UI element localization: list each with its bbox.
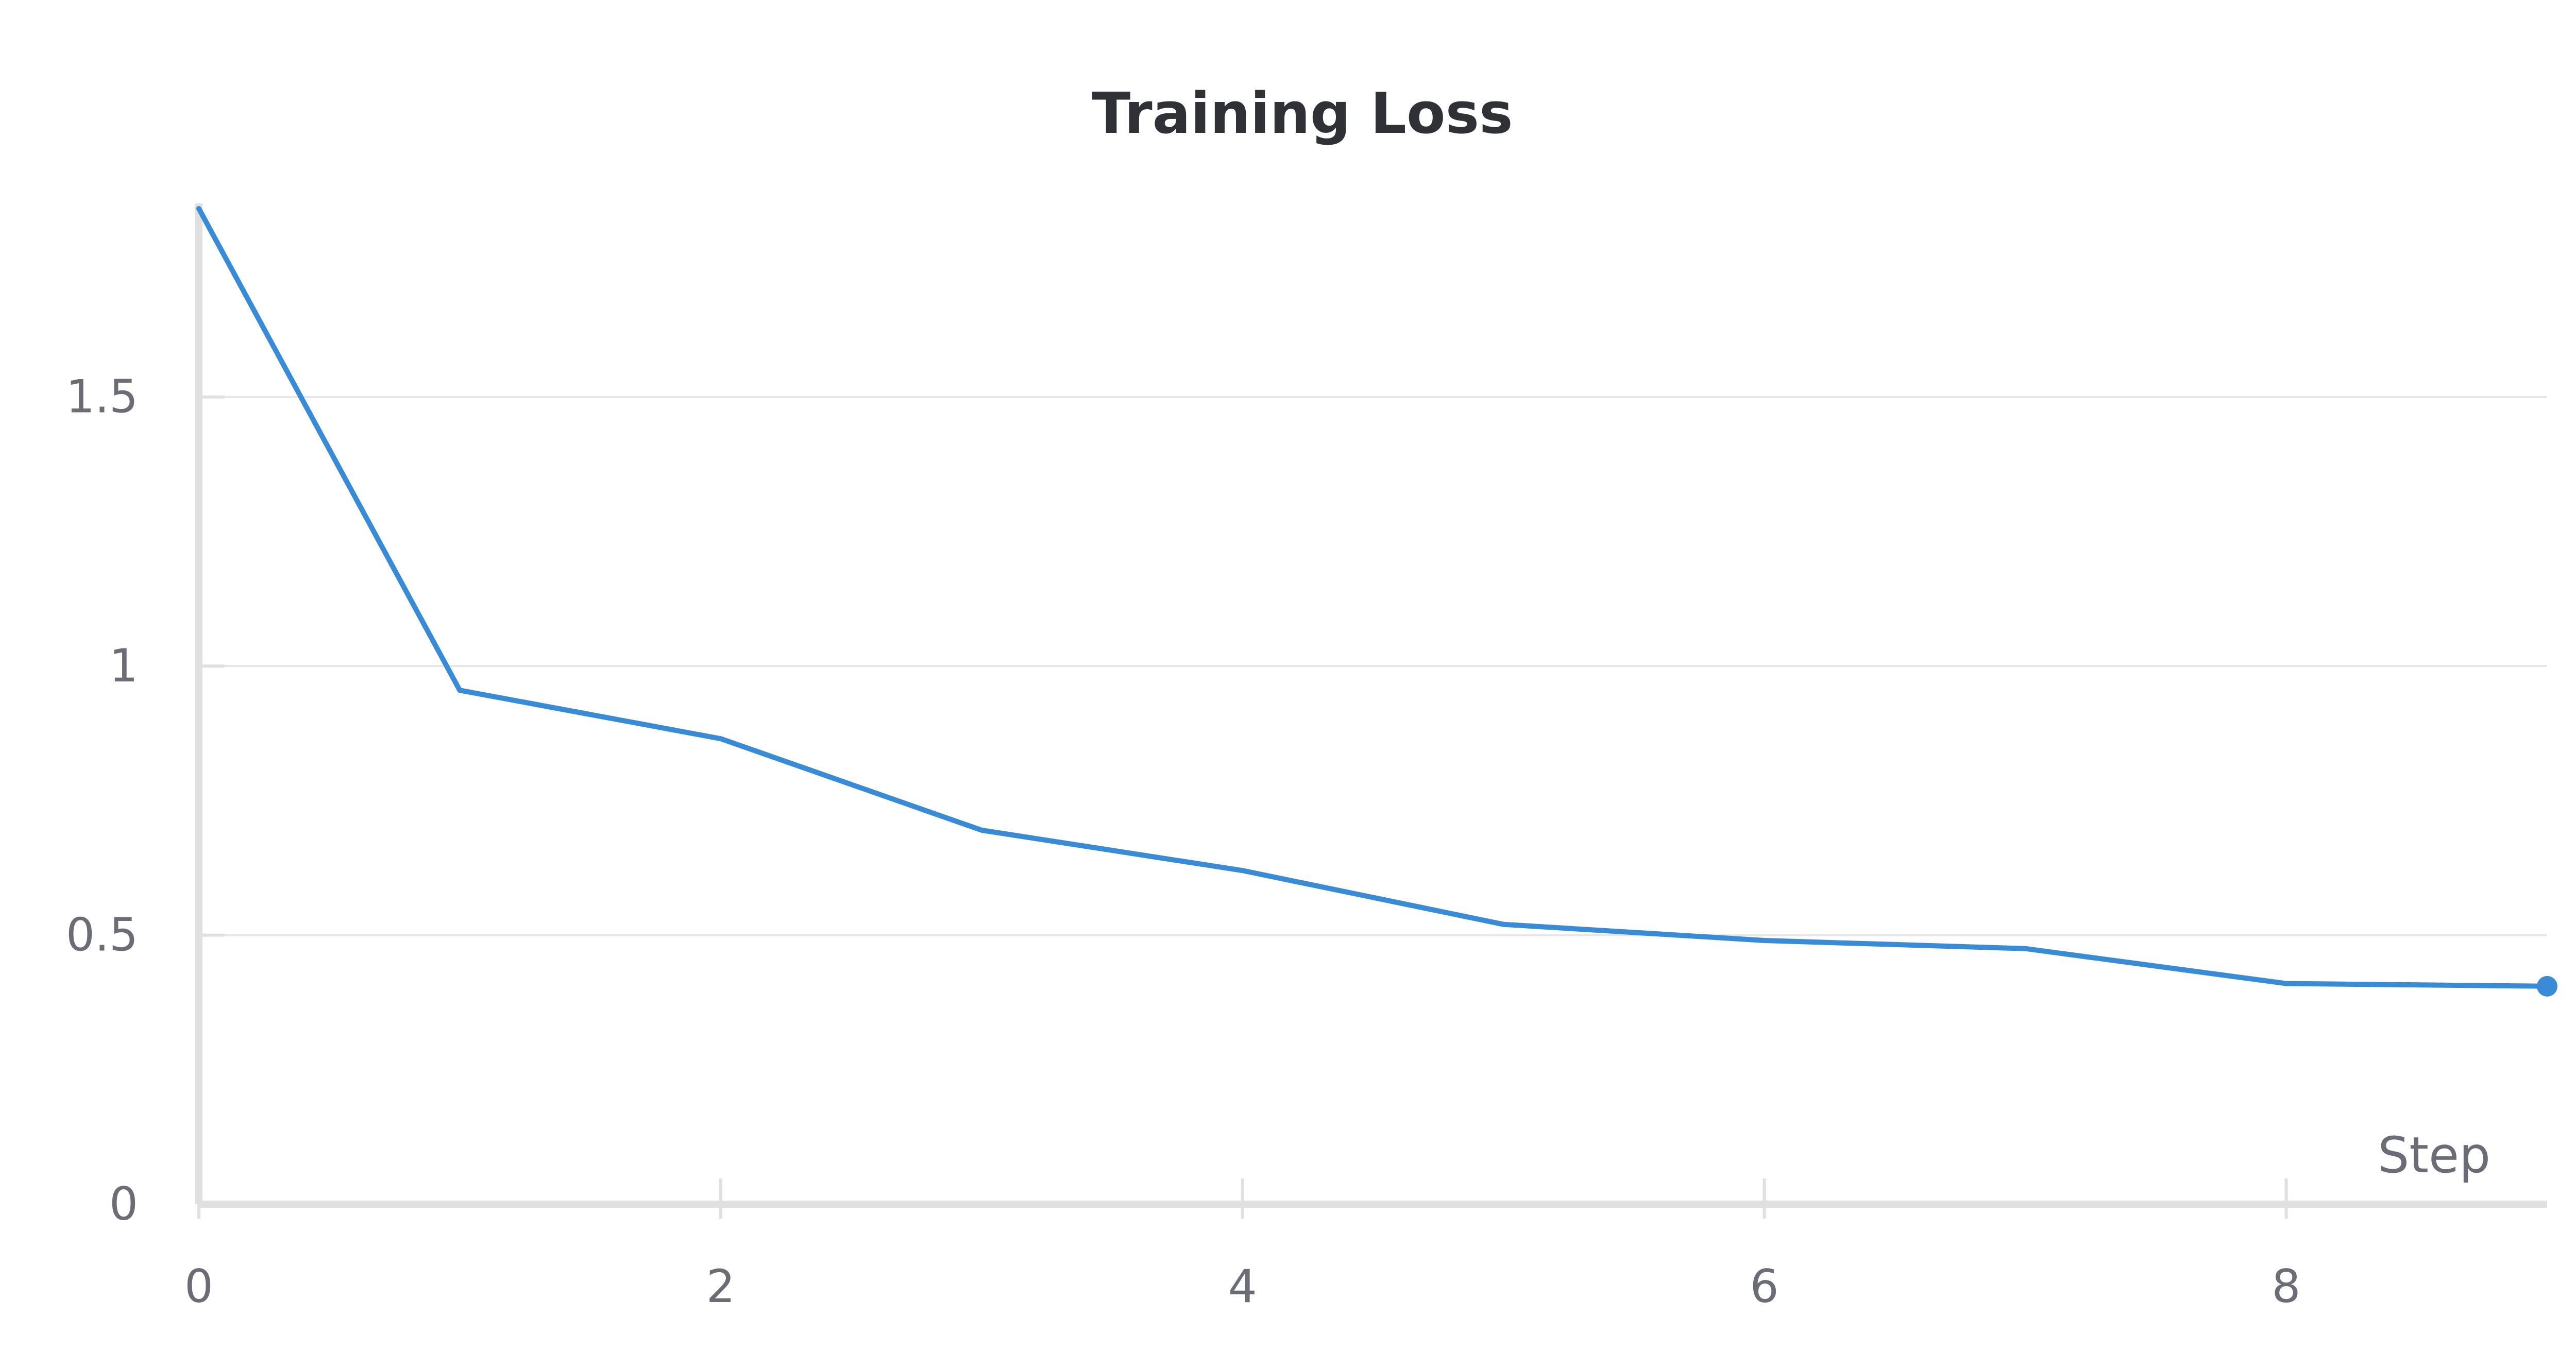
chart-title: Training Loss (1092, 80, 1513, 146)
series-line (196, 206, 2550, 989)
x-tick-label: 4 (1228, 1260, 1257, 1313)
y-tick-label: 0.5 (66, 909, 138, 962)
tick-labels: 0 0.5 1 1.5 0 2 4 6 8 (66, 370, 2301, 1313)
y-tick-label: 1.5 (66, 370, 138, 423)
y-tick-label: 0 (109, 1177, 138, 1230)
grid-lines (199, 396, 2547, 936)
last-point-marker (2537, 976, 2557, 997)
x-tick-label: 6 (1750, 1260, 1779, 1313)
x-tick-label: 0 (184, 1260, 213, 1313)
axes (195, 203, 2547, 1219)
x-tick-label: 8 (2272, 1260, 2301, 1313)
y-tick-label: 1 (109, 639, 138, 692)
x-tick-label: 2 (706, 1260, 735, 1313)
x-axis-label: Step (2378, 1126, 2490, 1184)
series-lines (196, 206, 2557, 997)
